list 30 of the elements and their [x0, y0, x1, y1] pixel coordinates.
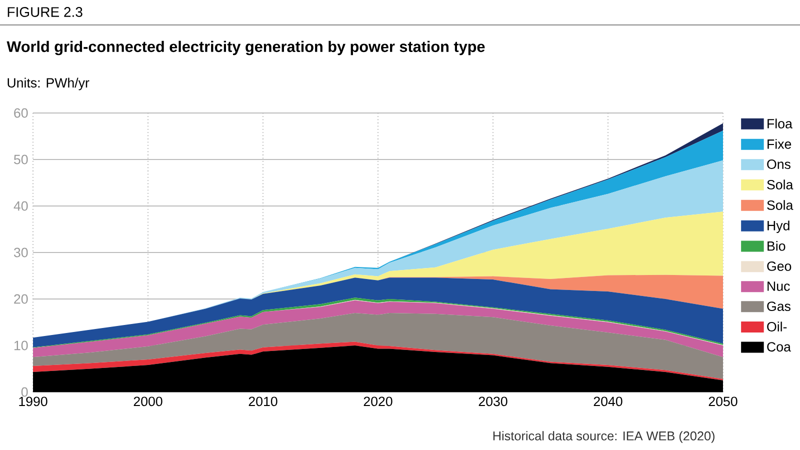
x-tick-label: 2030	[478, 396, 508, 406]
chart-title: World grid-connected electricity generation by power station type	[6, 40, 485, 56]
text: Historical data source: IEA WEB (2020)	[493, 431, 714, 443]
y-axis-title: Units: PWh/yr	[8, 78, 90, 90]
legend-label: Gas	[767, 302, 790, 312]
legend-label: Oil-	[767, 322, 787, 332]
y-tick-label: 20	[14, 294, 28, 304]
legend-label: Ons	[767, 160, 790, 169]
legend-label: Floa	[768, 118, 792, 128]
y-tick-label: 30	[14, 248, 28, 258]
legend-label: Bio	[768, 241, 786, 251]
y-tick-label: 60	[14, 108, 28, 118]
x-tick-label: 2010	[248, 396, 278, 406]
legend-label: Nuc	[768, 282, 790, 291]
x-tick-label: 2020	[364, 396, 392, 406]
caption: FIGURE 2.3	[8, 7, 82, 17]
x-tick-label: 2040	[594, 396, 622, 406]
y-tick-label: 50	[14, 154, 28, 164]
legend-label: Hyd	[768, 220, 790, 233]
legend-label: Sola	[767, 180, 794, 190]
legend-label: Coa	[767, 342, 791, 352]
y-tick-label: 40	[14, 201, 28, 211]
legend-label: Sola	[767, 200, 794, 210]
y-tick-label: 10	[14, 340, 28, 350]
legend-label: Fixe	[768, 139, 792, 149]
x-tick-label: 2000	[134, 396, 162, 406]
legend-label: Geo	[767, 261, 792, 271]
x-tick-label: 2050	[708, 396, 738, 406]
y-tick-label: 0	[21, 387, 28, 397]
x-tick-label: 1990	[19, 396, 48, 406]
